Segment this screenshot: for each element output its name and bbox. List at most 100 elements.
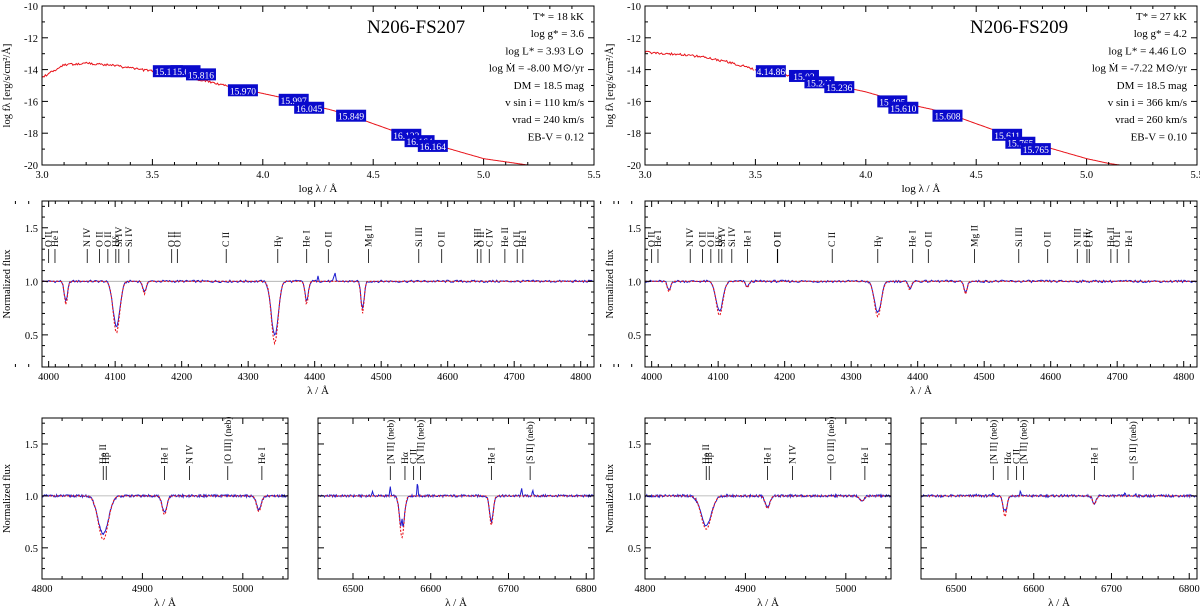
line-id-label: [N II] (neb) — [416, 420, 427, 464]
x-tick-label: 4700 — [1107, 372, 1128, 383]
line-id-label: Si IV — [125, 227, 135, 247]
x-tick-label: 4000 — [641, 372, 662, 383]
photometry-label: 15.970 — [230, 87, 256, 97]
x-tick-label: 3.5 — [146, 170, 159, 181]
x-tick-label: 5000 — [835, 584, 856, 595]
line-id-label: O II — [707, 231, 717, 247]
line-id-label: Hγ — [274, 236, 284, 247]
x-tick-label: 4.5 — [970, 170, 983, 181]
x-tick-label: 4900 — [132, 584, 153, 595]
x-tick-label: 4100 — [708, 372, 729, 383]
line-id-label: Mg II — [971, 225, 981, 247]
spectrum-y-axis-label: Normalized flux — [2, 249, 13, 319]
line-id-label: Hα — [401, 452, 411, 464]
stellar-parameter: vrad = 240 km/s — [512, 114, 584, 126]
observed-spectrum — [42, 492, 288, 536]
y-tick-label: -14 — [627, 66, 642, 77]
x-tick-label: 4800 — [570, 372, 591, 383]
line-id-label: O II — [96, 231, 106, 247]
line-id-label: He I — [258, 447, 268, 464]
line-id-label: He I — [654, 230, 664, 247]
model-sed-line — [645, 50, 1124, 165]
spectrum-x-axis-label: λ / Å — [1048, 597, 1070, 609]
model-spectrum — [921, 495, 1197, 518]
line-id-label: Hγ — [874, 236, 884, 247]
stellar-parameter: DM = 18.5 mag — [514, 80, 585, 92]
stellar-parameter: DM = 18.5 mag — [1117, 80, 1188, 92]
x-tick-label: 6500 — [945, 584, 966, 595]
stellar-parameter: T* = 27 kK — [1136, 11, 1187, 23]
observed-spectrum — [645, 279, 1197, 314]
x-tick-label: 4800 — [32, 584, 53, 595]
x-tick-label: 6800 — [576, 584, 597, 595]
line-id-label: [N II] (neb) — [385, 420, 396, 464]
y-tick-label: -12 — [24, 34, 38, 45]
line-id-label: [O III] (neb) — [826, 417, 837, 464]
y-tick-label: 1.0 — [628, 277, 641, 288]
spectrum-frame — [317, 417, 595, 580]
y-tick-label: -18 — [627, 129, 641, 140]
photometry-label: 16.045 — [296, 105, 322, 115]
y-tick-label: 1.0 — [25, 277, 38, 288]
stellar-parameter: log g* = 3.6 — [531, 28, 585, 40]
stellar-parameter: vrad = 260 km/s — [1115, 114, 1187, 126]
spectrum-x-axis-label: λ / Å — [307, 385, 329, 397]
line-id-label: [N II] (neb) — [1019, 420, 1030, 464]
y-tick-label: 0.5 — [25, 544, 38, 555]
x-tick-label: 4100 — [105, 372, 126, 383]
y-tick-label: 0.5 — [628, 331, 641, 342]
line-id-label: Hα — [1004, 452, 1014, 464]
line-id-label: C IV — [485, 228, 495, 247]
line-id-label: [O III] (neb) — [223, 417, 234, 464]
line-id-label: Hδ — [715, 235, 725, 247]
observed-spectrum — [645, 492, 891, 527]
line-id-label: N III — [473, 228, 483, 247]
y-tick-label: 1.5 — [628, 224, 641, 235]
photometry-box — [824, 81, 855, 94]
photometry-box — [932, 109, 963, 122]
photometry-label: 15.765 — [1023, 146, 1049, 156]
spectrum-frame — [41, 200, 595, 368]
photometry-label: 15.634 — [172, 68, 198, 78]
x-tick-label: 4.5 — [367, 170, 380, 181]
line-id-label: Si IV — [728, 227, 738, 247]
spectrum-y-axis-label: Normalized flux — [605, 463, 616, 533]
line-id-label: Si III — [415, 227, 425, 247]
x-tick-label: 4300 — [238, 372, 259, 383]
line-id-label: N IV — [789, 445, 799, 464]
sed-x-axis-label: log λ / Å — [902, 183, 941, 195]
photometry-box — [417, 139, 448, 152]
model-spectrum — [645, 495, 891, 530]
y-tick-label: 0.5 — [628, 544, 641, 555]
y-tick-label: -16 — [24, 97, 38, 108]
line-id-label: Mg II — [365, 225, 375, 247]
spectrum-frame — [644, 200, 1198, 368]
x-tick-label: 5.0 — [477, 170, 490, 181]
sed-y-axis-label: log fλ [erg/s/cm²/Å] — [604, 44, 616, 128]
line-id-label: O II — [773, 231, 783, 247]
line-id-label: He II — [99, 444, 109, 464]
x-tick-label: 4000 — [38, 372, 59, 383]
x-tick-label: 4200 — [171, 372, 192, 383]
sed-y-axis-label: log fλ [erg/s/cm²/Å] — [1, 44, 13, 128]
line-id-label: N IV — [686, 228, 696, 247]
stellar-parameter: v sin i = 110 km/s — [505, 97, 584, 109]
stellar-parameter: v sin i = 366 km/s — [1108, 97, 1187, 109]
line-id-label: O II — [774, 231, 784, 247]
line-id-label: He I — [160, 447, 170, 464]
y-tick-label: -14 — [24, 66, 39, 77]
y-tick-label: -18 — [24, 129, 38, 140]
line-id-label: O II — [513, 231, 523, 247]
observed-spectrum — [318, 483, 594, 528]
line-id-label: [S II] (neb) — [1128, 421, 1139, 464]
x-tick-label: 5.5 — [1190, 170, 1200, 181]
line-id-label: O II — [648, 231, 658, 247]
line-id-label: O II — [324, 231, 334, 247]
line-id-label: He I — [1125, 230, 1135, 247]
line-id-label: O II — [104, 231, 114, 247]
observed-spectrum — [42, 272, 594, 336]
y-tick-label: -20 — [24, 161, 38, 172]
model-spectrum — [42, 280, 593, 346]
